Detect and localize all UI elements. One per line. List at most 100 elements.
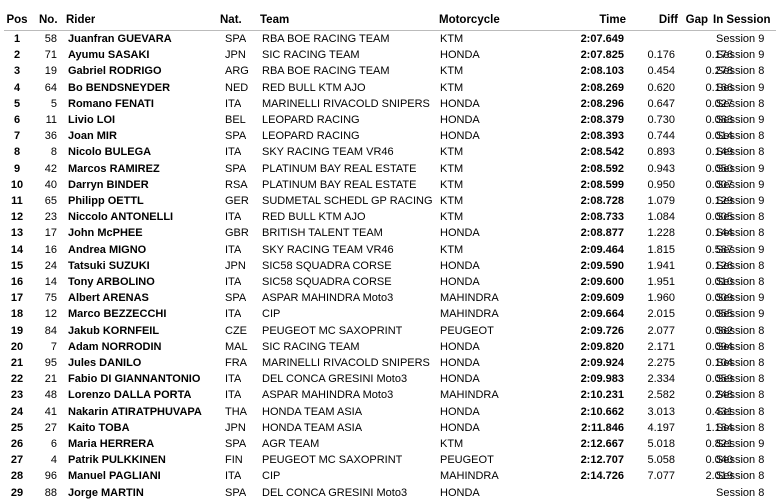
session-cell: Session 9 [716,243,765,256]
motorcycle-cell: MAHINDRA [440,470,499,483]
column-header: Nat. [220,14,242,26]
team-cell: LEOPARD RACING [262,114,360,126]
number-cell: 5 [50,97,57,110]
gap-cell: 0.144 [705,227,733,240]
motorcycle-cell: KTM [440,81,464,94]
motorcycle-cell: HONDA [440,130,480,143]
time-cell: 2:08.103 [580,65,624,78]
time-cell: 2:09.924 [580,357,624,369]
diff-cell: 0.943 [647,162,675,175]
time-cell: 2:09.600 [580,276,624,288]
nation-cell: SPA [225,486,247,499]
header-rule [4,30,776,31]
nation-cell: ITA [225,470,242,483]
gap-cell: 0.176 [705,49,733,62]
time-cell: 2:09.590 [580,259,624,272]
nation-cell: GER [225,195,249,207]
column-header: Gap [685,14,708,26]
motorcycle-cell: KTM [440,162,464,175]
rider-cell: Manuel PAGLIANI [68,470,161,483]
session-cell: Session 8 [716,211,765,224]
motorcycle-cell: HONDA [440,227,480,240]
nation-cell: ITA [225,146,242,159]
pos-cell: 26 [10,438,24,450]
team-cell: CIP [262,470,281,483]
session-cell: Session 8 [716,146,765,159]
team-cell: ASPAR MAHINDRA Moto3 [262,389,394,402]
rider-cell: Joan MIR [68,130,117,143]
time-cell: 2:08.877 [580,227,624,240]
nation-cell: ITA [225,243,242,256]
time-cell: 2:09.726 [580,324,624,337]
motorcycle-cell: HONDA [440,97,480,110]
session-cell: Session 9 [716,162,765,175]
pos-cell: 4 [13,81,21,94]
number-cell: 75 [44,292,57,305]
time-cell: 2:09.820 [580,340,624,353]
gap-cell: 0.149 [705,146,733,159]
nation-cell: ARG [225,65,249,78]
pos-cell: 29 [10,486,24,499]
rider-cell: Patrik PULKKINEN [68,454,166,467]
gap-cell: 0.104 [705,357,733,369]
motorcycle-cell: KTM [440,211,464,224]
nation-cell: ITA [225,211,242,224]
rider-cell: Jorge MARTIN [68,486,144,499]
number-cell: 19 [44,65,57,78]
time-cell: 2:12.667 [580,438,624,450]
diff-cell: 1.815 [647,243,675,256]
rider-cell: Gabriel RODRIGO [68,65,162,78]
time-cell: 2:10.662 [580,405,624,418]
diff-cell: 0.744 [647,130,675,143]
team-cell: MARINELLI RIVACOLD SNIPERS [262,357,430,369]
rider-cell: Livio LOI [68,114,116,126]
motorcycle-cell: MAHINDRA [440,292,499,305]
session-cell: Session 9 [716,49,765,62]
number-cell: 14 [44,276,57,288]
pos-cell: 15 [10,259,24,272]
pos-cell: 17 [10,292,24,305]
diff-cell: 0.454 [647,65,675,78]
nation-cell: GBR [225,227,249,240]
diff-cell: 0.893 [647,146,675,159]
pos-cell: 22 [10,373,24,386]
diff-cell: 1.960 [647,292,675,305]
column-header: In Session [713,14,771,26]
team-cell: RBA BOE RACING TEAM [262,33,390,45]
nation-cell: SPA [225,162,247,175]
rider-cell: Andrea MIGNO [68,243,147,256]
nation-cell: SPA [225,292,247,305]
session-cell: Session 9 [716,292,765,305]
diff-cell: 2.171 [647,340,675,353]
team-cell: SUDMETAL SCHEDL GP RACING [262,195,433,207]
diff-cell: 5.018 [647,438,675,450]
column-header: Time [599,14,626,26]
number-cell: 16 [44,243,57,256]
time-cell: 2:09.664 [580,308,624,321]
pos-cell: 28 [10,470,24,483]
time-cell: 2:12.707 [580,454,624,467]
motorcycle-cell: HONDA [440,259,480,272]
session-cell: Session 8 [716,130,765,143]
rider-cell: John McPHEE [68,227,143,240]
motorcycle-cell: PEUGEOT [440,324,494,337]
gap-cell: 0.166 [705,81,733,94]
pos-cell: 9 [13,162,21,175]
time-cell: 2:09.609 [580,292,624,305]
session-cell: Session 9 [716,114,765,126]
number-cell: 24 [44,259,57,272]
pos-cell: 20 [10,340,24,353]
rider-cell: Maria HERRERA [68,438,155,450]
rider-cell: Bo BENDSNEYDER [68,81,171,94]
gap-cell: 0.248 [705,389,733,402]
gap-cell: 0.062 [705,324,733,337]
team-cell: SIC RACING TEAM [262,49,360,62]
nation-cell: FRA [225,357,247,369]
session-cell: Session 9 [716,308,765,321]
rider-cell: Ayumu SASAKI [68,49,150,62]
rider-cell: Philipp OETTL [68,195,144,207]
team-cell: PLATINUM BAY REAL ESTATE [262,162,417,175]
gap-cell: 0.014 [705,130,733,143]
team-cell: HONDA TEAM ASIA [262,421,363,434]
